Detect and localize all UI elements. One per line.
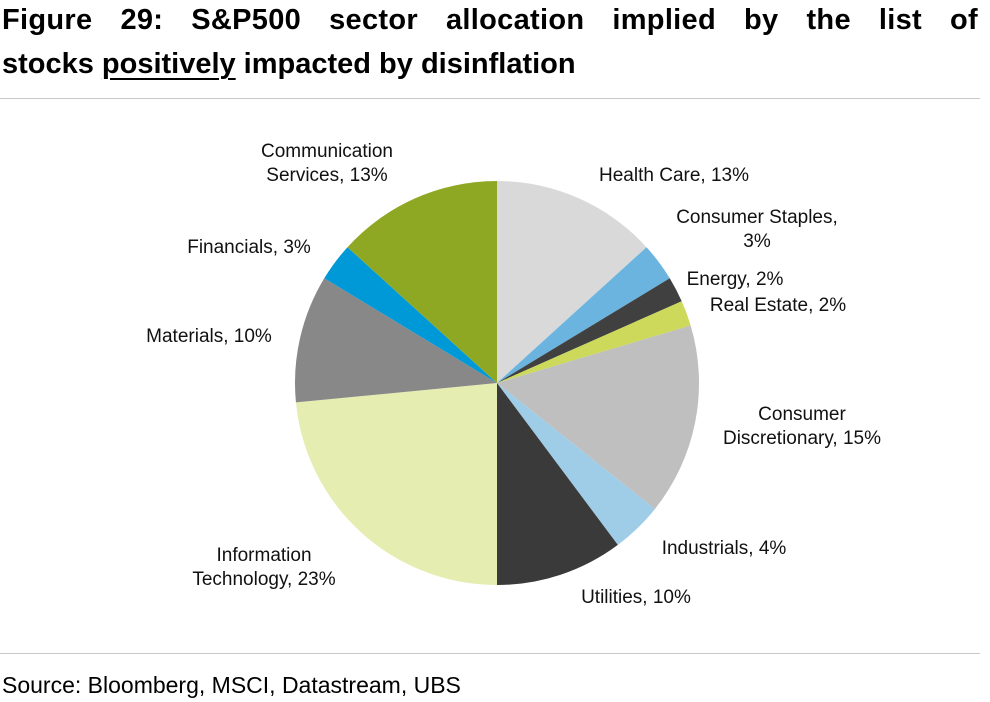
label-line: Consumer Staples, <box>676 207 838 228</box>
pie-slice <box>497 383 618 585</box>
title-part: stocks <box>2 48 94 80</box>
pie-slice <box>295 383 497 585</box>
slice-label: Energy, 2% <box>687 269 784 290</box>
pie-slice <box>347 181 497 383</box>
label-line: Information <box>216 545 311 566</box>
pie-slice <box>497 181 647 383</box>
slice-label: Industrials, 4% <box>662 538 787 559</box>
slice-label: Information Technology, 23% <box>192 545 335 590</box>
pie-slice <box>497 301 691 383</box>
label-line: Services, 13% <box>266 165 388 186</box>
slice-label: Financials, 3% <box>187 237 311 258</box>
pie-slice <box>497 278 682 383</box>
title-part: impacted by disinflation <box>243 48 576 80</box>
label-line: Industrials, 4% <box>662 538 787 559</box>
label-line: Consumer <box>758 404 846 425</box>
pie-slice <box>294 278 497 403</box>
label-line: Real Estate, 2% <box>710 295 846 316</box>
label-line: Health Care, 13% <box>599 165 749 186</box>
slice-label: Communication Services, 13% <box>261 141 393 186</box>
pie-slice <box>497 325 699 509</box>
slice-label: Utilities, 10% <box>581 587 691 608</box>
label-line: Materials, 10% <box>146 326 272 347</box>
pie-slice <box>497 247 670 383</box>
chart-title: stocks positively impacted by disinflation <box>2 48 978 81</box>
title-part: positively <box>101 48 236 80</box>
label-line: Technology, 23% <box>192 569 335 590</box>
slice-label: Health Care, 13% <box>599 165 749 186</box>
separator <box>0 653 980 654</box>
label-line: Communication <box>261 141 393 162</box>
slice-label: Materials, 10% <box>146 326 272 347</box>
label-line: Financials, 3% <box>187 237 311 258</box>
pie-slice <box>497 383 655 545</box>
source: Source: Bloomberg, MSCI, Datastream, UBS <box>2 672 461 698</box>
chart-title: Figure 29: S&P500 sector allocation impl… <box>2 4 978 36</box>
slice-label: Consumer Discretionary, 15% <box>723 404 881 449</box>
slice-label: Consumer Staples, 3% <box>676 207 838 252</box>
slice-label: Real Estate, 2% <box>710 295 846 316</box>
label-line: 3% <box>743 231 771 252</box>
label-line: Energy, 2% <box>687 269 784 290</box>
label-line: Utilities, 10% <box>581 587 691 608</box>
label-line: Discretionary, 15% <box>723 428 881 449</box>
separator <box>0 98 980 99</box>
pie-slice <box>324 247 497 383</box>
